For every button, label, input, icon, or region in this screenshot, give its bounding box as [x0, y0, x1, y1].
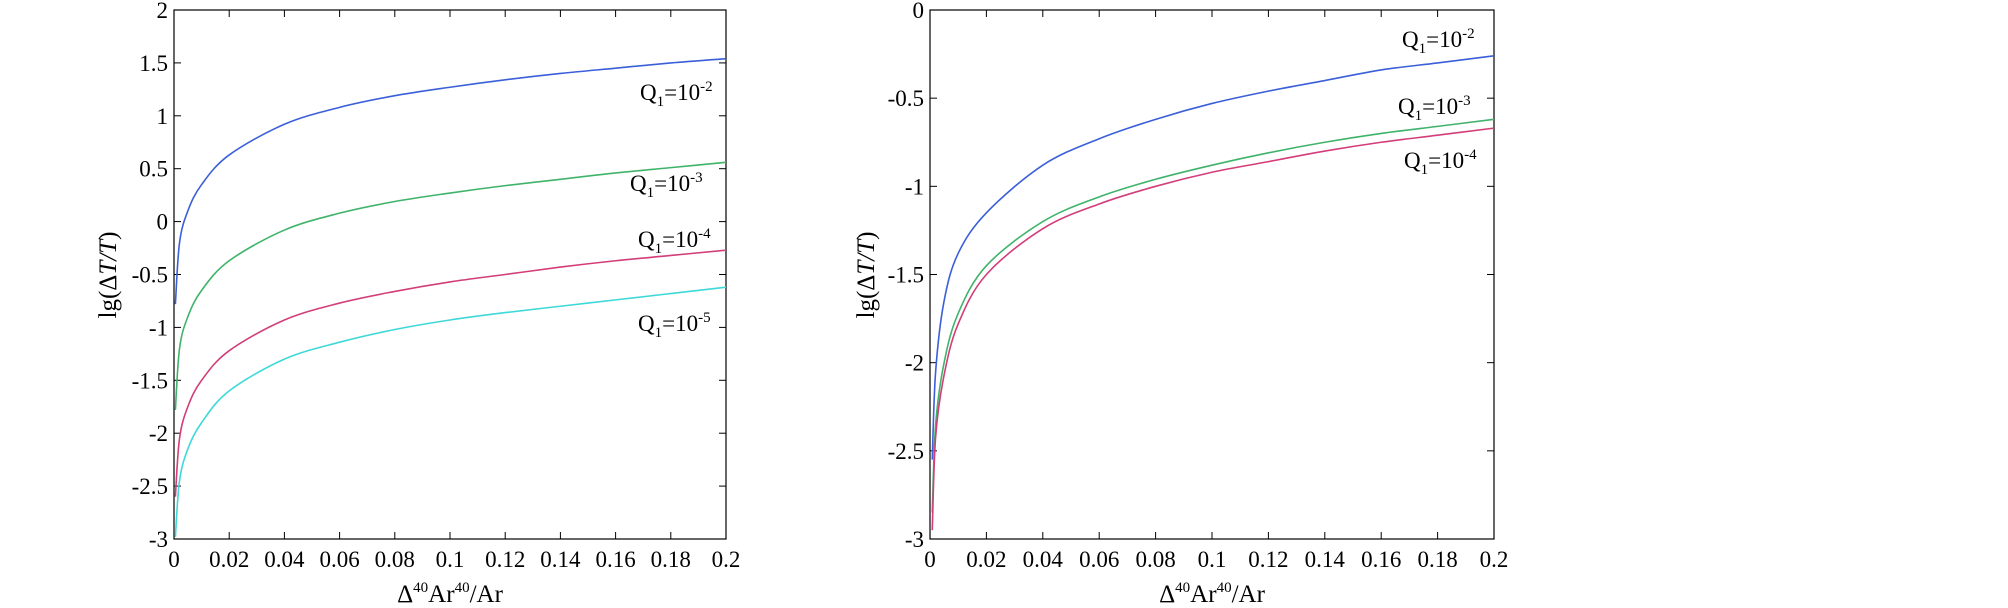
- y-tick-label: -3: [149, 527, 168, 552]
- x-tick-label: 0.2: [1480, 547, 1509, 572]
- y-tick-label: -2.5: [888, 439, 924, 464]
- x-tick-label: 0.1: [436, 547, 465, 572]
- x-tick-label: 0.02: [966, 547, 1006, 572]
- x-tick-label: 0: [168, 547, 180, 572]
- x-tick-label: 0.2: [712, 547, 741, 572]
- x-tick-label: 0.18: [1417, 547, 1457, 572]
- x-tick-label: 0.08: [1135, 547, 1175, 572]
- x-tick-label: 0.16: [1361, 547, 1401, 572]
- y-tick-label: -1: [905, 174, 924, 199]
- y-tick-label: -0.5: [888, 86, 924, 111]
- chart-left: 0 0.02 0.04 0.06 0.08 0.1 0.12 0.14 0.16 0.18 0.2 …: [95, 0, 740, 608]
- series-group: [174, 57, 727, 537]
- y-tick-label: -3: [905, 527, 924, 552]
- y-tick-label: 0: [157, 210, 169, 235]
- series-line-0: [174, 57, 727, 305]
- x-tick-label: 0.14: [540, 547, 581, 572]
- x-tick-label: 0.14: [1305, 547, 1346, 572]
- y-tick-label: -1: [149, 315, 168, 340]
- x-tick-label: 0.06: [319, 547, 359, 572]
- series-label-q1e-5: Q1=10-5: [638, 310, 711, 341]
- series-line-2: [174, 249, 727, 497]
- series-line-0: [931, 55, 1495, 460]
- x-tick-label: 0.1: [1198, 547, 1227, 572]
- y-tick-label: 2: [157, 0, 169, 23]
- x-tick-label: 0.08: [375, 547, 415, 572]
- x-tick-label: 0.04: [1023, 547, 1064, 572]
- y-tick-label: 1.5: [139, 51, 168, 76]
- x-axis-title: Δ40Ar40/Ar: [1159, 580, 1265, 608]
- y-ticks: 0 -0.5 -1 -1.5 -2 -2.5 -3: [888, 0, 1494, 552]
- series-line-1: [931, 118, 1495, 513]
- series-line-3: [174, 286, 727, 537]
- y-tick-label: -2: [149, 421, 168, 446]
- series-group: [931, 55, 1495, 531]
- y-ticks: 2 1.5 1 0.5 0 -0.5 -1 -1.5 -2 -2.5 -3: [132, 0, 726, 552]
- y-tick-label: -1.5: [888, 263, 924, 288]
- x-tick-label: 0.06: [1079, 547, 1119, 572]
- series-label-q1e-4: Q1=10-4: [638, 226, 711, 257]
- x-tick-label: 0.18: [651, 547, 691, 572]
- series-label-q1e-2: Q1=10-2: [1402, 26, 1475, 57]
- series-line-2: [931, 127, 1495, 531]
- x-tick-label: 0: [924, 547, 936, 572]
- series-line-1: [174, 161, 727, 410]
- x-tick-label: 0.02: [209, 547, 249, 572]
- x-tick-label: 0.16: [595, 547, 635, 572]
- series-label-q1e-2: Q1=10-2: [640, 79, 713, 110]
- y-axis-title: lg(ΔT/T): [95, 232, 122, 319]
- x-ticks: 0 0.02 0.04 0.06 0.08 0.1 0.12 0.14 0.16 0.18 0.2: [168, 10, 740, 572]
- y-tick-label: -0.5: [132, 263, 168, 288]
- x-axis-title: Δ40Ar40/Ar: [397, 580, 503, 608]
- y-tick-label: -2.5: [132, 474, 168, 499]
- y-tick-label: 0: [913, 0, 925, 23]
- y-tick-label: -1.5: [132, 368, 168, 393]
- y-tick-label: 1: [157, 104, 169, 129]
- y-axis-title: lg(ΔT/T): [853, 232, 880, 319]
- x-ticks: 0 0.02 0.04 0.06 0.08 0.1 0.12 0.14 0.16 0.18 0.2: [924, 10, 1508, 572]
- y-tick-label: -2: [905, 351, 924, 376]
- x-tick-label: 0.12: [1248, 547, 1288, 572]
- x-tick-label: 0.12: [485, 547, 525, 572]
- y-tick-label: 0.5: [139, 157, 168, 182]
- chart-right: 0 0.02 0.04 0.06 0.08 0.1 0.12 0.14 0.16 0.18 0.2 …: [853, 0, 1508, 608]
- series-label-q1e-4: Q1=10-4: [1404, 147, 1477, 178]
- series-label-q1e-3: Q1=10-3: [1398, 93, 1471, 124]
- x-tick-label: 0.04: [264, 547, 305, 572]
- series-label-q1e-3: Q1=10-3: [630, 170, 703, 201]
